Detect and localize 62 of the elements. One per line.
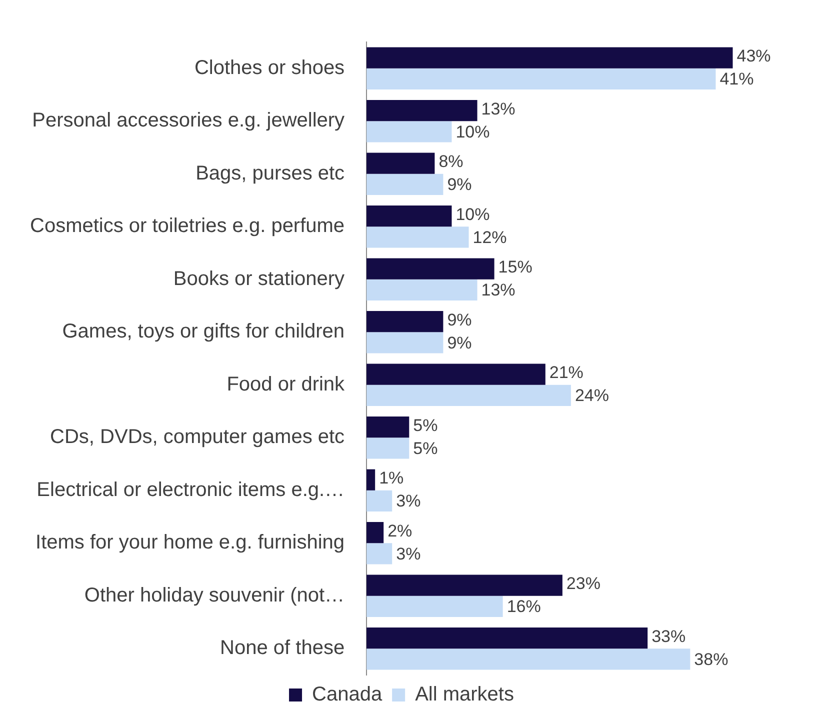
bar (366, 543, 392, 564)
bar (366, 226, 469, 248)
y-tick-label: Personal accessories e.g. jewellery (32, 110, 345, 132)
data-label: 5% (413, 438, 438, 458)
bar (366, 174, 444, 195)
data-label: 10% (456, 204, 490, 224)
data-label: 3% (396, 492, 421, 511)
bar (366, 100, 478, 122)
y-tick-label: Food or drink (226, 373, 346, 396)
bar (366, 121, 452, 142)
data-label: 5% (413, 416, 438, 435)
bar (366, 522, 384, 544)
y-tick-label: Books or stationery (173, 268, 345, 290)
data-label: 21% (549, 363, 584, 382)
data-label: 9% (447, 175, 472, 194)
bar (366, 490, 392, 512)
data-label: 1% (379, 468, 404, 488)
legend-label: All markets (415, 684, 514, 706)
bar (366, 332, 444, 354)
data-label: 8% (438, 152, 464, 172)
bar (366, 628, 648, 649)
y-tick-label: Cosmetics or toiletries e.g. perfume (30, 215, 345, 238)
bar (366, 364, 546, 385)
data-label: 13% (481, 99, 516, 118)
data-label: 9% (447, 310, 472, 330)
data-label: 38% (694, 650, 728, 669)
data-label: 13% (481, 280, 516, 300)
data-label: 41% (720, 70, 754, 89)
bar (366, 596, 503, 617)
bar (366, 206, 452, 227)
data-label: 10% (456, 122, 490, 142)
bar (366, 574, 562, 596)
y-tick-label: CDs, DVDs, computer games etc (50, 426, 345, 448)
bar (366, 47, 733, 68)
bar (366, 68, 716, 90)
y-tick-label: Bags, purses etc (196, 162, 345, 184)
data-label: 2% (388, 521, 412, 540)
data-label: 24% (574, 386, 609, 406)
y-tick-label: Clothes or shoes (194, 56, 345, 79)
y-tick-label: Electrical or electronic items e.g.… (36, 478, 345, 501)
bar (366, 384, 571, 406)
bar (366, 469, 376, 490)
y-tick-label: Other holiday souvenir (not… (84, 584, 345, 606)
bar (366, 258, 494, 280)
data-label: 15% (498, 258, 532, 277)
bar (366, 311, 444, 332)
data-label: 43% (736, 46, 771, 66)
bar (366, 648, 690, 670)
bar (366, 416, 410, 438)
bar (366, 438, 410, 459)
y-tick-label: None of these (220, 637, 345, 660)
y-tick-label: Games, toys or gifts for children (62, 320, 345, 343)
data-label: 3% (396, 544, 421, 564)
bar (366, 279, 478, 300)
y-tick-label: Items for your home e.g. furnishing (36, 532, 345, 554)
data-label: 12% (472, 228, 507, 247)
data-label: 16% (506, 597, 541, 616)
data-label: 9% (447, 333, 472, 352)
data-label: 33% (652, 626, 686, 646)
bar (366, 152, 435, 174)
legend-label: Canada (312, 684, 383, 706)
data-label: 23% (566, 574, 600, 594)
